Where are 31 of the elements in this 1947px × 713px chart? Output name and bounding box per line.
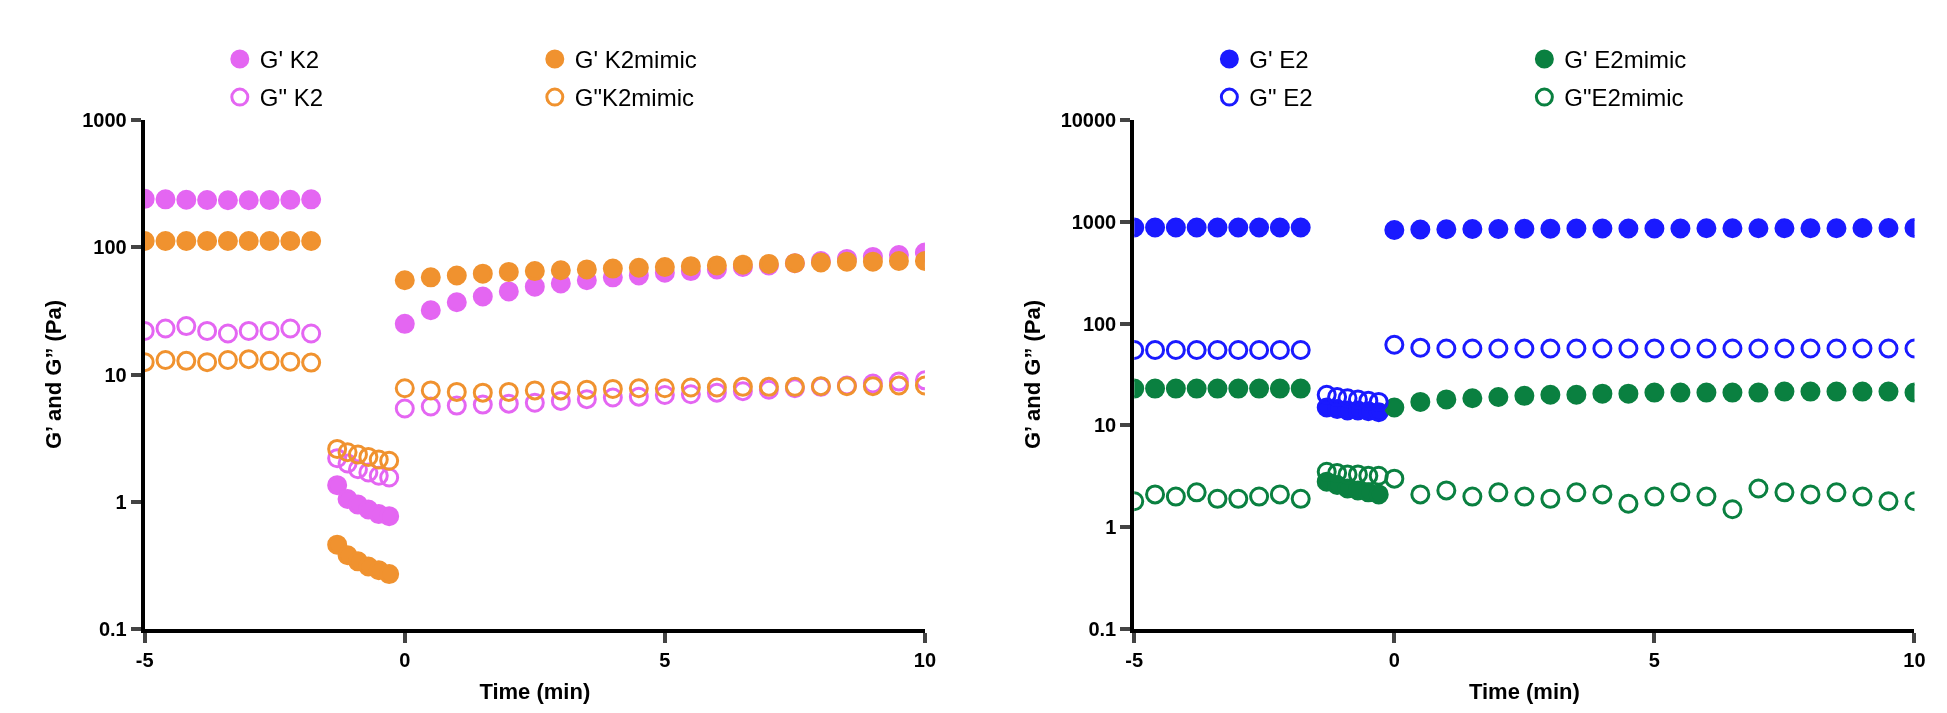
x-tick-label: 5: [659, 649, 671, 671]
y-tick-label: 100: [93, 236, 127, 259]
y-tick-label: 10000: [1060, 109, 1117, 131]
y-tick-label: 100: [1082, 312, 1117, 335]
x-tick-label: -5: [1125, 649, 1144, 671]
x-tick-label: 10: [913, 649, 937, 671]
y-tick-label: 0.1: [1088, 618, 1117, 640]
legend-label: G' E2: [1249, 46, 1309, 74]
y-tick-label: 1000: [82, 109, 127, 131]
y-tick-label: 1: [115, 490, 127, 513]
legend-label: G' E2mimic: [1564, 46, 1687, 74]
y-tick-label: 1: [1105, 516, 1117, 539]
legend-label: G" E2: [1249, 84, 1313, 112]
x-tick-label: -5: [135, 649, 154, 671]
y-axis-title: G’ and G” (Pa): [41, 299, 67, 450]
y-tick-label: 10: [104, 363, 127, 386]
legend-label: G' K2mimic: [574, 46, 697, 74]
y-tick-label: 1000: [1071, 210, 1117, 233]
legend-label: G"E2mimic: [1564, 84, 1684, 112]
x-tick-label: 0: [399, 649, 411, 671]
legend-label: G" K2: [259, 84, 324, 112]
x-axis-title: Time (min): [479, 679, 591, 705]
y-tick-label: 10: [1094, 414, 1117, 437]
x-axis-title: Time (min): [1468, 679, 1580, 705]
y-tick-label: 0.1: [98, 618, 127, 640]
x-tick-label: 5: [1648, 649, 1660, 671]
x-tick-label: 0: [1388, 649, 1400, 671]
y-axis-title: G’ and G” (Pa): [1019, 299, 1045, 450]
legend-label: G' K2: [259, 46, 320, 74]
legend-label: G"K2mimic: [574, 84, 695, 112]
x-tick-label: 10: [1903, 649, 1926, 671]
